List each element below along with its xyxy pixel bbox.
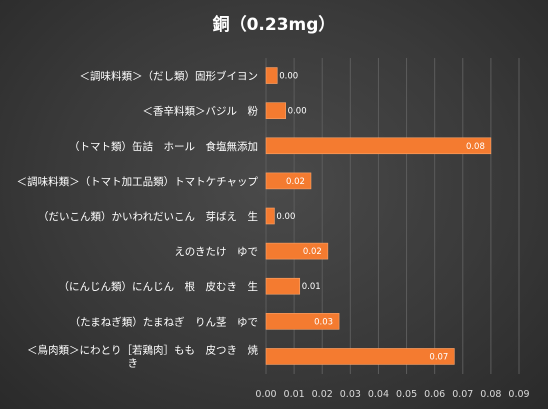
data-label: 0.01 (302, 282, 321, 292)
x-tick-label: 0.03 (340, 389, 361, 400)
bar (265, 67, 278, 84)
bar (265, 172, 312, 190)
x-tick-label: 0.06 (424, 389, 445, 400)
x-tick-label: 0.07 (452, 389, 473, 400)
data-label: 0.02 (303, 247, 322, 257)
x-tick-labels: 0.00 0.01 0.02 0.03 0.04 0.05 0.06 0.07 0.08 0.09 (255, 389, 529, 400)
data-label: 0.07 (429, 352, 448, 362)
bar (265, 277, 301, 295)
category-label: （トマト類）缶詰 ホール 食塩無添加 (69, 140, 258, 153)
category-label: （にんじん類）にんじん 根 皮むき 生 (59, 280, 259, 293)
category-label: えのきたけ ゆで (174, 246, 258, 258)
bar (265, 207, 275, 225)
grid-lines (265, 58, 520, 374)
category-label: （たまねぎ類）たまねぎ りん茎 ゆで (70, 315, 258, 328)
category-label: ＜調味料類＞（だし類）固形ブイヨン (80, 70, 259, 83)
x-tick-label: 0.02 (312, 389, 333, 400)
x-tick-label: 0.09 (508, 389, 529, 400)
category-label: （だいこん類）かいわれだいこん 芽ばえ 生 (38, 210, 258, 223)
data-label: 0.00 (279, 72, 298, 82)
bar (265, 137, 492, 155)
x-tick-label: 0.00 (255, 389, 276, 400)
bar (265, 242, 329, 260)
bars: 0.00 0.00 0.08 0.02 0.00 0.02 0.01 0.03 0.07 (265, 67, 492, 365)
category-labels: ＜調味料類＞（だし類）固形ブイヨン ＜香辛料類＞バジル 粉 （トマト類）缶詰 ホール… (17, 70, 259, 370)
x-tick-label: 0.01 (284, 389, 305, 400)
data-label: 0.02 (286, 177, 305, 187)
data-label: 0.00 (288, 107, 307, 117)
bar (265, 313, 340, 330)
data-label: 0.03 (314, 317, 333, 327)
x-tick-label: 0.05 (396, 389, 417, 400)
x-tick-label: 0.08 (480, 389, 501, 400)
chart-title: 銅（0.23mg） (213, 14, 336, 35)
bar (265, 348, 455, 365)
bar (265, 102, 286, 119)
category-label: ＜香辛料類＞バジル 粉 (143, 105, 259, 118)
data-label: 0.00 (276, 212, 295, 222)
x-tick-label: 0.04 (368, 389, 389, 400)
category-label: ＜調味料類＞（トマト加工品類）トマトケチャップ (17, 175, 259, 188)
category-label: ＜鳥肉類＞にわとり［若鶏肉］もも 皮つき 焼き (27, 343, 258, 369)
data-label: 0.08 (466, 142, 485, 152)
